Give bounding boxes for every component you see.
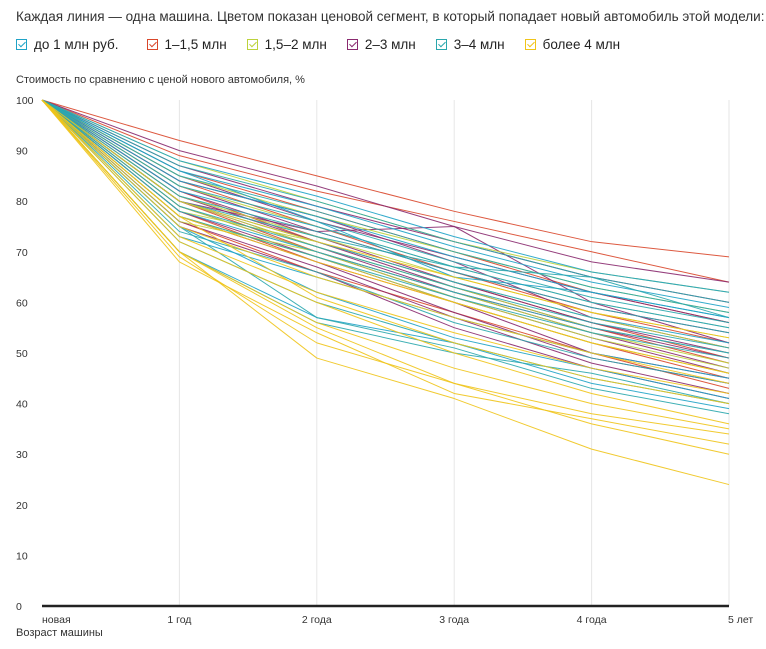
segment-legend: до 1 млн руб. 1–1,5 млн 1,5–2 млн 2–3 мл… xyxy=(16,37,640,52)
legend-label: 1–1,5 млн xyxy=(164,37,227,52)
y-axis-label: Стоимость по сравнению с ценой нового ав… xyxy=(16,74,305,86)
checkbox-icon[interactable] xyxy=(524,39,536,50)
y-tick-label: 80 xyxy=(16,196,28,208)
series-line[interactable] xyxy=(41,99,730,324)
series-line[interactable] xyxy=(41,99,730,384)
x-tick-label: 1 год xyxy=(167,614,191,626)
series-line[interactable] xyxy=(41,99,730,293)
chart-title: Каждая линия — одна машина. Цветом показ… xyxy=(16,9,765,24)
y-tick-label: 100 xyxy=(16,95,34,107)
series-line[interactable] xyxy=(41,99,730,455)
legend-label: 1,5–2 млн xyxy=(264,37,327,52)
series-line[interactable] xyxy=(41,99,730,319)
y-tick-label: 10 xyxy=(16,550,28,562)
series-line[interactable] xyxy=(41,99,730,303)
series-line[interactable] xyxy=(41,99,730,258)
y-tick-label: 30 xyxy=(16,449,28,461)
series-lines xyxy=(41,99,730,486)
y-tick-label: 90 xyxy=(16,146,28,158)
checkbox-icon[interactable] xyxy=(16,39,27,50)
series-line[interactable] xyxy=(41,99,730,314)
legend-item-over-4m[interactable]: более 4 млн xyxy=(524,37,621,52)
series-line[interactable] xyxy=(41,99,730,349)
checkbox-icon[interactable] xyxy=(435,39,447,50)
checkbox-icon[interactable] xyxy=(346,39,358,50)
series-line[interactable] xyxy=(41,99,730,405)
y-tick-label: 40 xyxy=(16,399,28,411)
y-tick-label: 70 xyxy=(16,247,28,259)
x-tick-label: 3 года xyxy=(439,614,469,626)
series-line[interactable] xyxy=(41,99,730,319)
series-line[interactable] xyxy=(41,99,730,324)
x-tick-label: новая xyxy=(42,614,71,626)
y-tick-label: 20 xyxy=(16,500,28,512)
x-tick-label: 2 года xyxy=(302,614,332,626)
legend-item-3-4m[interactable]: 3–4 млн xyxy=(435,37,505,52)
legend-item-1.5-2m[interactable]: 1,5–2 млн xyxy=(246,37,327,52)
y-tick-label: 50 xyxy=(16,348,28,360)
x-axis-label: Возраст машины xyxy=(16,627,103,639)
legend-label: до 1 млн руб. xyxy=(34,37,119,52)
series-line[interactable] xyxy=(41,99,730,339)
legend-item-2-3m[interactable]: 2–3 млн xyxy=(346,37,416,52)
series-line[interactable] xyxy=(41,99,730,324)
legend-label: 2–3 млн xyxy=(364,37,416,52)
checkbox-icon[interactable] xyxy=(246,39,258,50)
series-line[interactable] xyxy=(41,99,730,308)
series-line[interactable] xyxy=(41,99,730,394)
x-tick-labels: новая 1 год 2 года 3 года 4 года 5 лет xyxy=(42,614,753,626)
y-tick-label: 60 xyxy=(16,297,28,309)
legend-label: более 4 млн xyxy=(542,37,621,52)
legend-item-under-1m[interactable]: до 1 млн руб. xyxy=(16,37,119,52)
series-line[interactable] xyxy=(41,99,730,329)
series-line[interactable] xyxy=(41,99,730,283)
series-line[interactable] xyxy=(41,99,730,486)
legend-label: 3–4 млн xyxy=(453,37,505,52)
series-line[interactable] xyxy=(41,99,730,425)
series-line[interactable] xyxy=(41,99,730,354)
y-tick-label: 0 xyxy=(16,601,22,613)
x-tick-label: 4 года xyxy=(577,614,607,626)
series-line[interactable] xyxy=(41,99,730,319)
legend-item-1-1.5m[interactable]: 1–1,5 млн xyxy=(146,37,227,52)
series-line[interactable] xyxy=(41,99,730,339)
x-tick-label: 5 лет xyxy=(728,614,753,626)
y-tick-labels: 0 10 20 30 40 50 60 70 80 90 100 xyxy=(16,95,34,613)
checkbox-icon[interactable] xyxy=(146,39,158,50)
series-line[interactable] xyxy=(41,99,730,293)
